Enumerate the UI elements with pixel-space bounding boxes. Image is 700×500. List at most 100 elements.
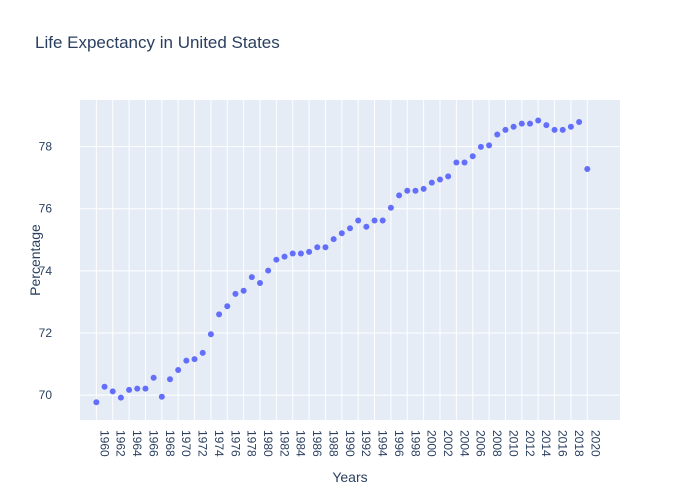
x-tick-label: 1992	[359, 430, 373, 457]
x-tick-label: 1966	[146, 430, 160, 457]
x-tick-label: 1996	[392, 430, 406, 457]
data-point	[527, 120, 533, 127]
data-point	[273, 256, 280, 263]
data-point	[109, 388, 116, 395]
data-point	[175, 366, 182, 373]
data-point	[453, 159, 460, 166]
data-point	[322, 244, 329, 251]
x-tick-label: 2004	[457, 430, 471, 457]
x-tick-label: 2020	[588, 430, 602, 457]
data-point	[134, 385, 141, 392]
data-point	[199, 349, 206, 356]
gridlines	[80, 100, 620, 420]
x-tick-label: 1994	[376, 430, 390, 457]
data-point	[387, 204, 394, 211]
data-point	[584, 165, 591, 172]
data-point	[183, 357, 190, 364]
x-tick-label: 1976	[228, 430, 242, 457]
data-point	[412, 187, 419, 194]
x-tick-label: 1974	[212, 430, 226, 457]
data-point	[142, 385, 149, 392]
data-point	[567, 123, 574, 130]
data-point	[150, 374, 157, 381]
y-tick-label: 70	[39, 388, 53, 402]
y-axis-ticks: 70 72 74 76 78	[39, 140, 53, 403]
data-point	[420, 185, 427, 192]
x-tick-label: 1978	[245, 430, 259, 457]
x-tick-label: 2014	[539, 430, 553, 457]
data-point	[379, 217, 386, 224]
x-tick-label: 1968	[163, 430, 177, 457]
data-points	[93, 117, 591, 406]
data-point	[559, 126, 566, 133]
data-point	[330, 236, 337, 243]
data-point	[428, 179, 435, 186]
data-point	[363, 223, 370, 230]
data-point	[216, 311, 223, 318]
x-tick-label: 1988	[326, 430, 340, 457]
x-tick-label: 2012	[523, 430, 537, 457]
data-point	[224, 303, 231, 310]
data-point	[543, 122, 550, 129]
plot-area	[80, 100, 620, 420]
x-tick-label: 2016	[556, 430, 570, 457]
x-tick-label: 2008	[490, 430, 504, 457]
data-point	[461, 159, 468, 166]
x-tick-label: 1960	[97, 430, 111, 457]
x-tick-label: 1964	[130, 430, 144, 457]
x-tick-label: 2006	[474, 430, 488, 457]
data-point	[117, 394, 124, 401]
data-point	[240, 287, 247, 294]
data-point	[314, 244, 321, 251]
y-tick-label: 76	[39, 202, 53, 216]
x-tick-label: 1980	[261, 430, 275, 457]
data-point	[306, 248, 313, 255]
data-point	[486, 142, 493, 149]
x-tick-label: 1972	[196, 430, 210, 457]
x-tick-label: 1970	[179, 430, 193, 457]
data-point	[297, 250, 304, 257]
data-point	[232, 290, 239, 297]
x-tick-label: 2002	[441, 430, 455, 457]
data-point	[371, 217, 378, 224]
x-tick-label: 1998	[408, 430, 422, 457]
data-point	[248, 274, 255, 281]
data-point	[158, 393, 165, 400]
data-point	[576, 119, 583, 126]
data-point	[510, 123, 517, 130]
data-point	[502, 126, 509, 133]
y-tick-label: 78	[39, 140, 53, 154]
data-point	[551, 126, 558, 133]
x-tick-label: 2010	[506, 430, 520, 457]
data-point	[396, 192, 403, 199]
data-point	[257, 279, 263, 286]
x-tick-label: 1982	[277, 430, 291, 457]
y-axis-title: Percentage	[27, 224, 43, 296]
y-tick-label: 74	[39, 264, 53, 278]
data-point	[404, 187, 411, 194]
data-point	[355, 217, 362, 224]
data-point	[518, 120, 525, 127]
data-point	[289, 250, 296, 257]
x-tick-label: 2018	[572, 430, 586, 457]
data-point	[494, 131, 501, 138]
x-tick-label: 1990	[343, 430, 357, 457]
data-point	[281, 253, 288, 260]
y-tick-label: 72	[39, 326, 53, 340]
data-point	[167, 376, 173, 383]
data-point	[347, 225, 353, 232]
data-point	[126, 386, 133, 393]
data-point	[207, 331, 214, 338]
data-point	[445, 173, 452, 180]
data-point	[469, 153, 476, 160]
x-axis-ticks: 1960 1962 1964 1966 1968 1970 1972 1974 1976 1978…	[97, 430, 602, 457]
data-point	[101, 383, 108, 390]
data-point	[338, 230, 345, 237]
data-point	[265, 267, 272, 274]
data-point	[191, 356, 198, 363]
data-point	[93, 399, 100, 406]
chart-title: Life Expectancy in United States	[35, 33, 280, 52]
x-tick-label: 1984	[294, 430, 308, 457]
x-tick-label: 1986	[310, 430, 324, 457]
